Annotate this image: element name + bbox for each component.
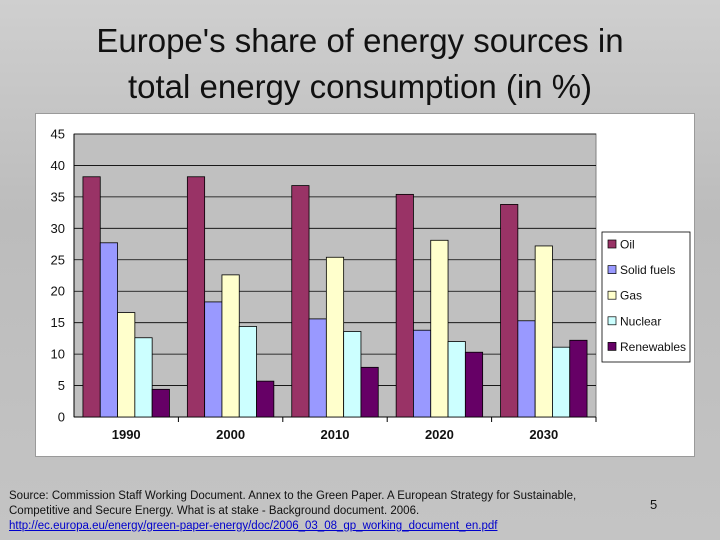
bar-renewables-1990 bbox=[151, 388, 170, 418]
bar-solid-fuels-2010 bbox=[308, 318, 327, 418]
y-tick-label: 35 bbox=[51, 189, 65, 204]
legend-label-oil: Oil bbox=[620, 238, 635, 252]
legend-box bbox=[601, 231, 691, 363]
chart-legend: Oil Solid fuels Gas Nuclear Renewables bbox=[601, 231, 691, 363]
bar-oil-2020 bbox=[395, 193, 414, 418]
y-tick-label: 5 bbox=[58, 378, 65, 393]
slide-title-line-2: total energy consumption (in %) bbox=[127, 68, 593, 105]
y-tick-label: 45 bbox=[51, 127, 65, 142]
y-tick-label: 0 bbox=[58, 410, 65, 425]
bar-oil-1990 bbox=[82, 176, 101, 418]
x-tick-label-1990: 1990 bbox=[112, 427, 141, 442]
legend-label-renewables: Renewables bbox=[620, 340, 686, 354]
bar-gas-2030 bbox=[534, 245, 553, 418]
bar-gas-2000 bbox=[221, 274, 240, 418]
bar-chart: 0 5 10 15 20 25 30 35 40 45 1990 2000 2010 2020 2030 Oi… bbox=[51, 127, 691, 442]
y-tick-label: 40 bbox=[51, 158, 65, 173]
x-tick-label-2020: 2020 bbox=[425, 427, 454, 442]
bar-solid-fuels-2020 bbox=[413, 329, 432, 418]
bar-nuclear-2020 bbox=[447, 341, 466, 418]
page-number: 5 bbox=[650, 497, 658, 512]
bar-renewables-2030 bbox=[569, 339, 588, 418]
x-tick-label-2000: 2000 bbox=[216, 427, 245, 442]
legend-swatch-gas bbox=[607, 290, 617, 300]
x-tick-label-2010: 2010 bbox=[321, 427, 350, 442]
y-tick-label: 25 bbox=[51, 252, 65, 267]
legend-swatch-solid-fuels bbox=[607, 265, 617, 274]
bar-nuclear-2010 bbox=[343, 331, 362, 418]
y-tick-label: 20 bbox=[51, 284, 65, 299]
chart-frame: 0 5 10 15 20 25 30 35 40 45 1990 2000 2010 2020 2030 Oi… bbox=[35, 113, 695, 457]
bar-oil-2000 bbox=[186, 176, 206, 418]
bar-renewables-2020 bbox=[464, 351, 484, 418]
legend-swatch-renewables bbox=[607, 342, 617, 351]
slide-title-line-1: Europe's share of energy sources in bbox=[96, 22, 624, 59]
bar-oil-2010 bbox=[291, 185, 310, 418]
bar-nuclear-2030 bbox=[552, 346, 571, 418]
bar-gas-2010 bbox=[325, 256, 345, 418]
legend-label-solid-fuels: Solid fuels bbox=[620, 263, 675, 277]
bar-renewables-2010 bbox=[360, 366, 379, 418]
legend-swatch-nuclear bbox=[607, 316, 617, 326]
legend-swatch-oil bbox=[607, 239, 617, 249]
bar-nuclear-2000 bbox=[238, 326, 257, 418]
y-tick-label: 10 bbox=[51, 347, 65, 362]
legend-label-nuclear: Nuclear bbox=[620, 314, 661, 328]
bar-gas-2020 bbox=[430, 239, 449, 418]
source-link[interactable]: http://ec.europa.eu/energy/green-paper-e… bbox=[9, 520, 498, 532]
bar-nuclear-1990 bbox=[134, 337, 153, 418]
x-tick-label-2030: 2030 bbox=[529, 427, 558, 442]
legend-label-gas: Gas bbox=[620, 289, 642, 303]
bar-renewables-2000 bbox=[256, 380, 275, 418]
source-citation: Source: Commission Staff Working Documen… bbox=[9, 489, 629, 534]
y-tick-label: 30 bbox=[51, 221, 65, 236]
source-text: Source: Commission Staff Working Documen… bbox=[9, 490, 577, 517]
bar-oil-2030 bbox=[500, 204, 519, 418]
slide-title: Europe's share of energy sources in tota… bbox=[20, 18, 700, 110]
bar-solid-fuels-2000 bbox=[204, 301, 223, 418]
bar-gas-1990 bbox=[117, 312, 136, 418]
bar-solid-fuels-2030 bbox=[517, 320, 536, 418]
y-tick-label: 15 bbox=[51, 315, 65, 330]
bar-solid-fuels-1990 bbox=[99, 242, 118, 418]
